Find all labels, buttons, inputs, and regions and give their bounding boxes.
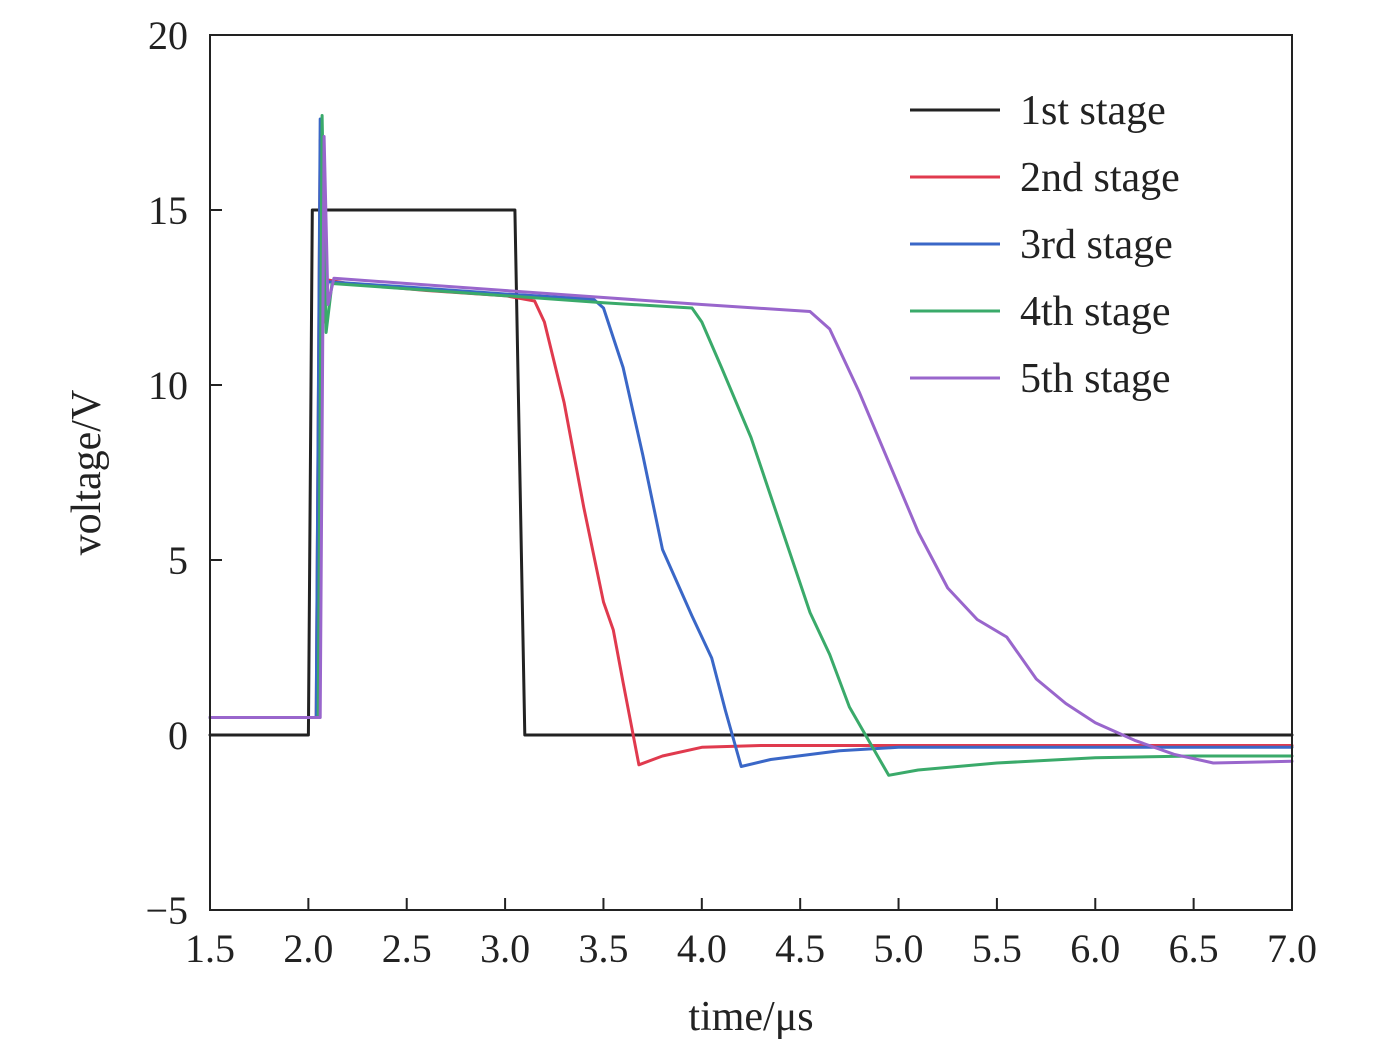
- ticks-layer: 1.5 2.0 2.5 3.0 3.5 4.0 4.5 5.0 5.5 6.0 6.5 7.0 −5 0 5…: [145, 13, 1317, 971]
- legend-item: 3rd stage: [910, 222, 1173, 268]
- legend: 1st stage 2nd stage 3rd stage 4th stage 5th …: [910, 88, 1180, 402]
- legend-item: 2nd stage: [910, 155, 1180, 201]
- y-tick-label: 5: [168, 538, 188, 583]
- legend-label: 4th stage: [1020, 289, 1170, 335]
- x-tick-label: 5.5: [972, 926, 1022, 971]
- series-line-3: [208, 117, 1294, 768]
- x-tick-label: 3.5: [578, 926, 628, 971]
- legend-label: 5th stage: [1020, 356, 1170, 402]
- series-line-1: [208, 208, 1294, 737]
- x-tick-label: 7.0: [1267, 926, 1317, 971]
- x-tick-label: 4.0: [677, 926, 727, 971]
- legend-item: 5th stage: [910, 356, 1170, 402]
- y-tick-label: 10: [148, 363, 188, 408]
- legend-label: 1st stage: [1020, 88, 1166, 134]
- legend-item: 1st stage: [910, 88, 1166, 134]
- y-tick-label: 15: [148, 188, 188, 233]
- legend-label: 3rd stage: [1020, 222, 1173, 268]
- x-tick-label: 6.0: [1070, 926, 1120, 971]
- legend-label: 2nd stage: [1020, 155, 1180, 201]
- x-tick-label: 5.0: [874, 926, 924, 971]
- y-tick-label: −5: [145, 888, 188, 933]
- x-tick-label: 6.5: [1169, 926, 1219, 971]
- legend-item: 4th stage: [910, 289, 1170, 335]
- y-tick-label: 0: [168, 713, 188, 758]
- x-tick-label: 2.0: [283, 926, 333, 971]
- y-tick-label: 20: [148, 13, 188, 58]
- series-line-4: [208, 114, 1294, 777]
- x-tick-label: 4.5: [775, 926, 825, 971]
- y-axis-label: voltage/V: [64, 390, 110, 556]
- x-axis-label: time/μs: [688, 994, 813, 1040]
- series-line-5: [208, 135, 1294, 765]
- x-tick-label: 2.5: [382, 926, 432, 971]
- x-tick-label: 3.0: [480, 926, 530, 971]
- plot-frame: [209, 34, 1293, 911]
- series-layer: [208, 114, 1294, 777]
- x-tick-label: 1.5: [185, 926, 235, 971]
